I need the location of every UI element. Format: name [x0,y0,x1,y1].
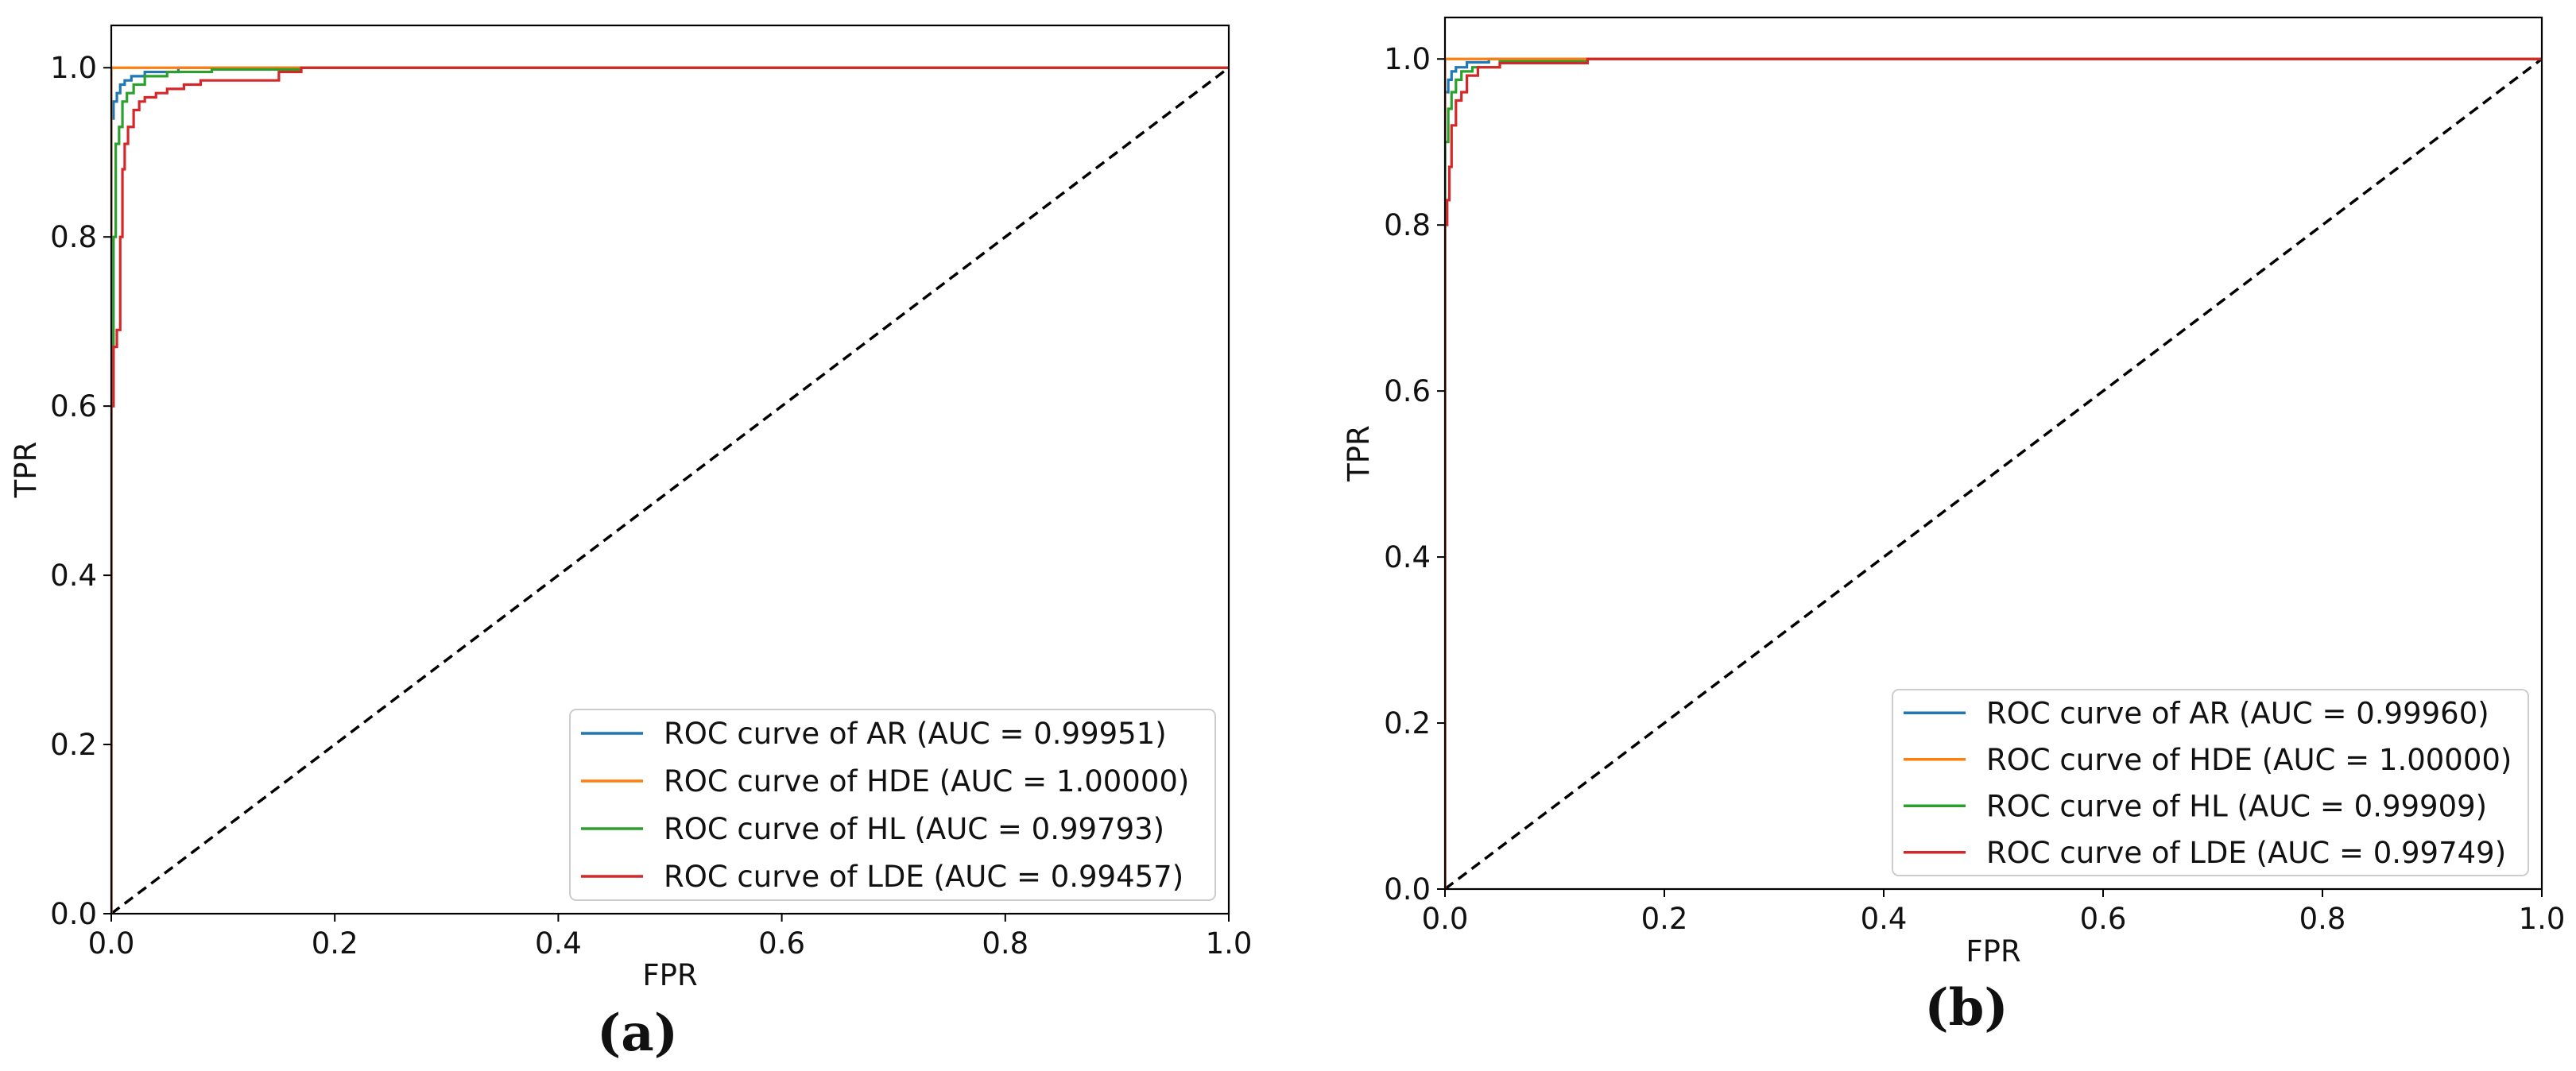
x-axis-label: FPR [1966,934,2020,969]
legend-box [569,709,1216,901]
x-axis-label: FPR [642,958,697,992]
legend-entry-3: ROC curve of LDE (AUC = 0.99457) [664,860,1183,894]
y-tick-label: 1.0 [1384,42,1431,76]
legend-entry-0: ROC curve of AR (AUC = 0.99960) [1986,696,2489,730]
chance-diagonal-line [1445,57,2542,889]
y-tick-label: 0.2 [50,728,97,762]
y-tick-label: 1.0 [50,51,97,85]
legend-entry-0: ROC curve of AR (AUC = 0.99951) [664,717,1167,751]
roc-series-line-2 [1445,57,2542,889]
roc-series-line-3 [111,66,1229,914]
x-tick-label: 0.0 [1422,902,1469,936]
legend-entry-3: ROC curve of LDE (AUC = 0.99749) [1986,836,2506,870]
legend: ROC curve of AR (AUC = 0.99951) ROC curve… [569,709,1216,901]
y-axis-label: TPR [1342,425,1376,482]
x-tick-label: 0.4 [1861,902,1908,936]
x-tick-label: 0.6 [758,926,805,961]
x-tick-label: 1.0 [1206,926,1253,961]
y-axis-label: TPR [9,442,43,499]
x-tick-label: 1.0 [2519,902,2566,936]
y-tick-label: 0.2 [1384,706,1431,740]
panel-label: (a) [597,1003,678,1063]
roc-series-line-0 [111,66,1229,914]
y-tick-label: 0.6 [1384,374,1431,408]
axes-frame [1443,16,2543,891]
legend-entry-1: ROC curve of HDE (AUC = 1.00000) [1986,743,2512,777]
x-tick-label: 0.8 [2299,902,2346,936]
legend-entry-1: ROC curve of HDE (AUC = 1.00000) [664,764,1189,798]
x-tick-label: 0.8 [982,926,1028,961]
x-tick-label: 0.4 [535,926,582,961]
y-tick-label: 0.4 [50,559,97,593]
legend-entry-2: ROC curve of HL (AUC = 0.99793) [664,812,1164,846]
roc-series-line-2 [111,66,1229,914]
roc-chart-b: 0.0 0.2 0.4 0.6 0.8 1.0 0.0 0.2 0.4 0.6 0.8 1.0 FPR T… [1342,16,2566,1038]
x-tick-label: 0.2 [1641,902,1688,936]
plot-area [111,66,1229,914]
roc-series-line-0 [1445,57,2542,889]
roc-series-line-3 [1445,57,2542,889]
x-tick-label: 0.6 [2080,902,2127,936]
legend-entry-2: ROC curve of HL (AUC = 0.99909) [1986,789,2487,823]
y-tick-label: 0.0 [1384,872,1431,907]
y-tick-label: 0.8 [50,220,97,254]
y-tick-label: 0.4 [1384,540,1431,574]
x-tick-label: 0.0 [88,926,135,961]
axes-frame [110,24,1230,915]
y-tick-label: 0.0 [50,897,97,931]
y-tick-label: 0.8 [1384,208,1431,242]
legend-box [1892,689,2529,876]
panel-label: (b) [1924,978,2008,1038]
roc-chart-a: 0.0 0.2 0.4 0.6 0.8 1.0 0.0 0.2 0.4 0.6 0.8 1.0 FPR T… [9,24,1253,1063]
legend: ROC curve of AR (AUC = 0.99960) ROC curve… [1892,689,2529,876]
y-tick-label: 0.6 [50,389,97,423]
x-tick-label: 0.2 [312,926,358,961]
plot-area [1445,57,2542,889]
